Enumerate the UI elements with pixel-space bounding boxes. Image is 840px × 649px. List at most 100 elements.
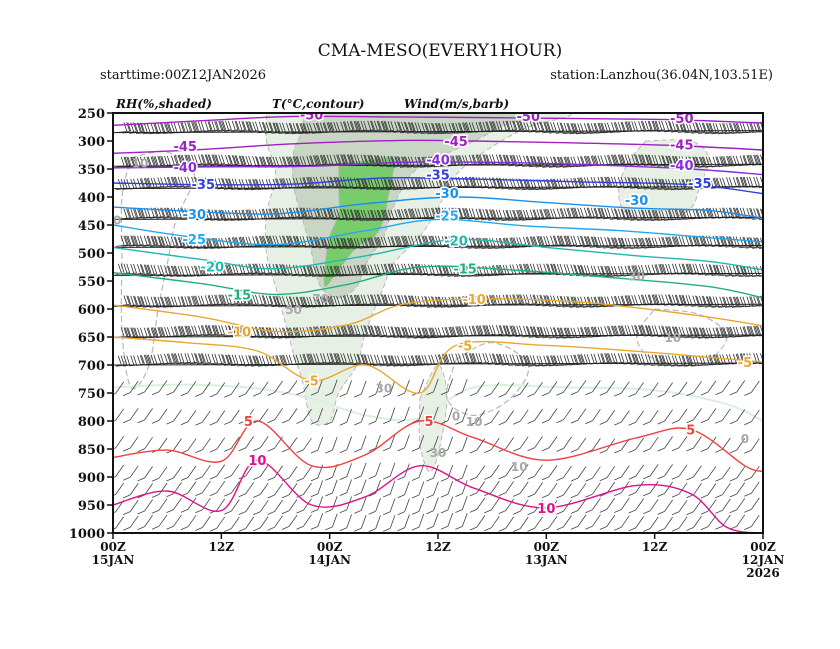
wind-barb — [400, 178, 415, 190]
temperature-contour-label: -40 — [426, 153, 450, 168]
temperature-contour-label: -35 — [192, 178, 216, 193]
wind-barb-row-700 — [113, 353, 763, 367]
wind-barb — [515, 355, 530, 367]
wind-barb — [603, 237, 618, 249]
wind-barb — [643, 410, 659, 426]
wind-barb — [541, 483, 558, 499]
temperature-contour--45 — [113, 139, 763, 154]
wind-barb — [113, 381, 125, 395]
wind-barb — [460, 176, 476, 188]
wind-barb — [752, 208, 763, 220]
wind-barb — [426, 435, 439, 453]
wind-barb — [628, 464, 645, 480]
temperature-contour-label: -40 — [173, 161, 197, 176]
wind-barb — [284, 235, 300, 247]
wind-barb — [599, 466, 616, 482]
wind-barb — [352, 209, 368, 221]
wind-barb — [542, 122, 557, 134]
wind-barb — [671, 464, 688, 480]
wind-barb — [729, 466, 746, 482]
wind-barb — [332, 353, 347, 365]
temperature-contour-label: -50 — [517, 110, 541, 125]
wind-barb — [379, 179, 395, 191]
wind-barb — [570, 437, 587, 453]
wind-barb — [203, 294, 219, 306]
wind-barb — [166, 380, 182, 396]
wind-barb — [508, 354, 523, 366]
wind-barb — [440, 265, 456, 277]
wind-barb — [354, 435, 367, 453]
wind-barb — [345, 325, 361, 337]
wind-barb — [332, 154, 347, 166]
wind-barb — [354, 497, 367, 514]
wind-barb — [426, 513, 439, 530]
wind-barb — [210, 209, 225, 221]
wind-barb — [484, 516, 500, 532]
wind-barb — [176, 325, 191, 337]
wind-barb — [513, 382, 529, 398]
wind-barb — [738, 326, 753, 338]
wind-barb — [163, 176, 178, 188]
wind-barb — [224, 499, 240, 515]
wind-barb — [196, 237, 212, 249]
wind-barb — [535, 156, 550, 168]
wind-barb — [427, 207, 442, 219]
wind-barb — [151, 466, 168, 482]
wind-barb — [556, 380, 572, 396]
wind-barb — [135, 264, 151, 276]
wind-barb — [135, 235, 151, 247]
temperature-contour--50 — [113, 115, 763, 126]
wind-barb — [731, 236, 747, 248]
wind-barb — [123, 515, 139, 531]
wind-barb — [237, 263, 252, 275]
wind-barb — [697, 296, 713, 308]
wind-barb — [271, 122, 286, 134]
wind-barb — [426, 497, 439, 515]
wind-barb — [113, 464, 125, 479]
wind-barb — [623, 209, 638, 221]
wind-barb — [137, 380, 153, 396]
wind-barb — [137, 466, 153, 482]
wind-barb — [643, 237, 659, 249]
temperature-contour-label: -40 — [670, 159, 694, 174]
temperature-contour-label: -15 — [453, 263, 477, 278]
wind-barb — [744, 497, 760, 513]
temperature-contour-label: -45 — [173, 140, 197, 155]
y-tick-label: 700 — [78, 359, 105, 374]
temperature-contour-label: -5 — [304, 375, 318, 390]
wind-barb — [467, 353, 483, 365]
wind-barb — [310, 378, 324, 396]
wind-barb — [484, 410, 500, 426]
wind-barb — [596, 237, 611, 249]
wind-barb — [169, 353, 185, 365]
wind-barb — [149, 123, 164, 135]
wind-barb — [383, 434, 396, 452]
wind-barb — [498, 382, 515, 398]
rh-line-label: 10 — [132, 156, 149, 170]
wind-barb — [142, 235, 158, 247]
wind-barb — [427, 156, 442, 168]
wind-barb — [691, 208, 706, 220]
wind-barb — [312, 296, 327, 308]
wind-barb — [643, 499, 659, 515]
wind-barb — [339, 237, 354, 249]
wind-barb — [469, 497, 486, 513]
temperature-contour-label: -30 — [625, 194, 649, 209]
wind-barb — [603, 122, 618, 134]
wind-barb — [758, 164, 763, 166]
wind-barb — [528, 326, 544, 338]
wind-barb — [467, 265, 483, 277]
wind-barb — [156, 236, 171, 248]
wind-barb — [555, 122, 571, 134]
wind-barb — [691, 122, 706, 134]
wind-barb — [113, 408, 125, 422]
temperature-contour-label: -25 — [183, 233, 207, 248]
wind-barb — [203, 237, 219, 249]
wind-barb — [513, 516, 529, 532]
wind-barb — [122, 235, 137, 247]
wind-barbs-layer — [113, 120, 763, 532]
temperature-contour--10 — [113, 298, 763, 333]
wind-barb — [318, 208, 334, 220]
wind-barb — [542, 355, 557, 367]
wind-barb — [718, 265, 733, 277]
